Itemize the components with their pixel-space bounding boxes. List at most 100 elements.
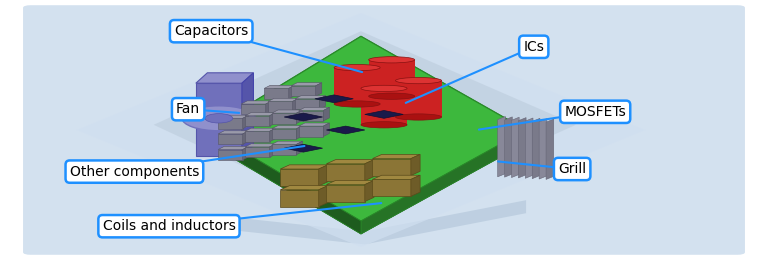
Polygon shape [268, 98, 299, 101]
Text: Fan: Fan [176, 102, 200, 116]
Circle shape [205, 114, 233, 123]
Polygon shape [299, 123, 329, 126]
Bar [326, 185, 365, 202]
Polygon shape [280, 186, 328, 190]
Polygon shape [218, 146, 249, 150]
Ellipse shape [369, 93, 415, 99]
Polygon shape [296, 110, 303, 123]
Polygon shape [319, 186, 328, 207]
Bar [326, 164, 365, 181]
Polygon shape [372, 154, 420, 159]
Polygon shape [154, 31, 576, 221]
Polygon shape [207, 130, 361, 234]
Text: Capacitors: Capacitors [174, 24, 248, 38]
Polygon shape [319, 96, 326, 109]
Polygon shape [280, 165, 328, 169]
Polygon shape [243, 131, 249, 144]
Text: ICs: ICs [523, 40, 545, 54]
Bar [272, 129, 296, 139]
Bar [218, 150, 243, 160]
Polygon shape [207, 36, 526, 221]
Polygon shape [505, 117, 512, 177]
Polygon shape [299, 107, 329, 110]
Polygon shape [532, 118, 540, 179]
Polygon shape [518, 118, 526, 178]
Polygon shape [284, 144, 323, 152]
Polygon shape [315, 95, 353, 103]
Polygon shape [291, 83, 322, 86]
Bar [218, 134, 243, 144]
Polygon shape [361, 130, 526, 234]
Polygon shape [196, 73, 253, 83]
Bar [295, 99, 319, 109]
Bar [280, 169, 319, 186]
Polygon shape [266, 101, 272, 114]
Ellipse shape [361, 122, 407, 128]
Polygon shape [289, 85, 295, 99]
Ellipse shape [396, 77, 442, 84]
Polygon shape [539, 119, 547, 179]
Polygon shape [361, 130, 526, 234]
Polygon shape [219, 200, 526, 244]
Polygon shape [498, 116, 505, 177]
Polygon shape [272, 110, 303, 113]
Polygon shape [326, 126, 365, 134]
Text: Grill: Grill [558, 162, 586, 176]
Text: Coils and inductors: Coils and inductors [102, 219, 236, 233]
Circle shape [182, 106, 256, 131]
Polygon shape [546, 119, 554, 179]
Polygon shape [245, 113, 276, 116]
Bar [280, 190, 319, 207]
Polygon shape [296, 141, 303, 155]
Polygon shape [525, 118, 533, 178]
Text: MOSFETs: MOSFETs [564, 105, 626, 119]
Polygon shape [242, 73, 253, 156]
Polygon shape [284, 113, 323, 121]
Polygon shape [411, 175, 420, 196]
Polygon shape [270, 113, 276, 126]
Polygon shape [511, 117, 519, 178]
Bar [299, 126, 323, 136]
Polygon shape [323, 107, 329, 121]
Polygon shape [365, 160, 374, 181]
Text: Other components: Other components [70, 165, 199, 179]
Bar [268, 101, 293, 112]
Polygon shape [218, 131, 249, 134]
Bar [396, 81, 442, 117]
Bar [272, 144, 296, 155]
Polygon shape [272, 126, 303, 129]
Polygon shape [243, 146, 249, 160]
Polygon shape [295, 96, 326, 99]
Bar [245, 147, 270, 157]
Bar [369, 60, 415, 96]
Polygon shape [323, 123, 329, 136]
Polygon shape [245, 144, 276, 147]
Bar [218, 118, 243, 129]
Ellipse shape [334, 101, 380, 107]
Bar [372, 179, 411, 196]
Polygon shape [243, 115, 249, 129]
FancyBboxPatch shape [23, 5, 745, 255]
Bar [272, 113, 296, 123]
Polygon shape [372, 175, 420, 179]
Polygon shape [365, 180, 374, 202]
Bar [245, 131, 270, 142]
Polygon shape [218, 115, 249, 118]
Ellipse shape [396, 114, 442, 120]
Polygon shape [77, 13, 645, 247]
Bar [372, 159, 411, 176]
Polygon shape [293, 98, 299, 112]
Polygon shape [316, 83, 322, 96]
Polygon shape [241, 101, 272, 104]
Polygon shape [245, 128, 276, 131]
Bar [264, 88, 289, 99]
Ellipse shape [369, 57, 415, 63]
Polygon shape [296, 126, 303, 139]
Polygon shape [207, 130, 361, 234]
Polygon shape [326, 160, 374, 164]
Bar [241, 104, 266, 114]
Bar [361, 88, 407, 125]
Polygon shape [264, 85, 295, 88]
Polygon shape [326, 180, 374, 185]
Polygon shape [196, 83, 242, 156]
